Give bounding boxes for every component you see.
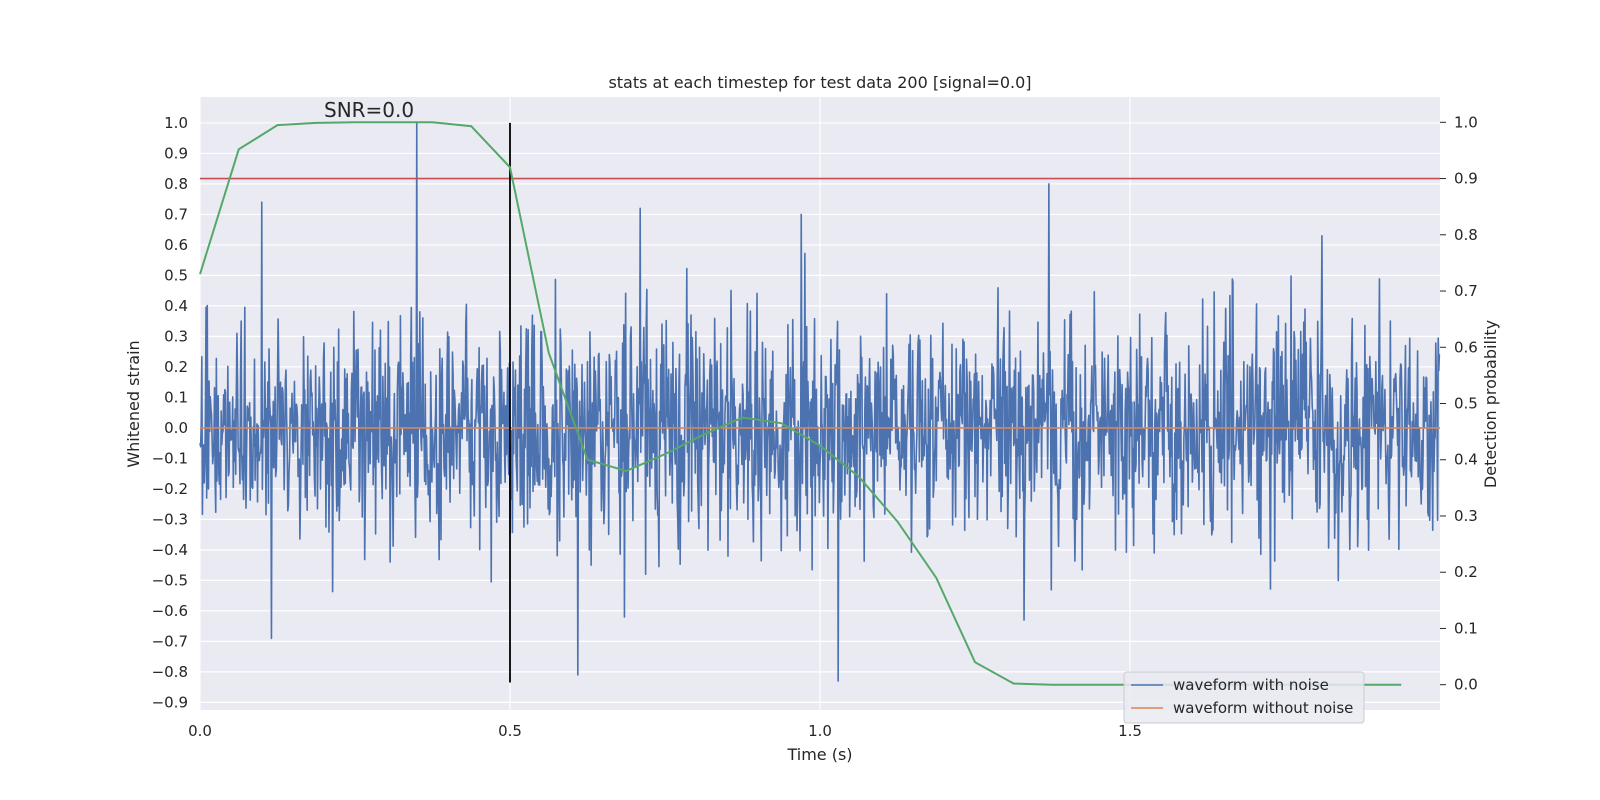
y-tick-label: −0.2 — [152, 480, 188, 498]
legend: waveform with noise waveform without noi… — [1123, 671, 1365, 724]
y2-tick-label: 0.9 — [1454, 170, 1478, 188]
x-tick-label: 1.5 — [1118, 722, 1142, 740]
series-waveform-with-noise — [199, 122, 1441, 682]
chart-title: stats at each timestep for test data 200… — [608, 73, 1031, 92]
snr-annotation: SNR=0.0 — [324, 98, 414, 122]
y-tick-label: −0.9 — [152, 693, 188, 711]
y-tick-labels: 1.0 0.9 0.8 0.7 0.6 0.5 0.4 0.3 0.2 0.1 0.0 −0.1 −0.… — [152, 114, 188, 711]
legend-box — [1123, 671, 1365, 724]
y-tick-label: 0.6 — [164, 236, 188, 254]
y-tick-label: −0.5 — [152, 571, 188, 589]
y-tick-label: 0.8 — [164, 175, 188, 193]
y2-tick-label: 0.7 — [1454, 282, 1478, 300]
y-tick-label: 0.2 — [164, 358, 188, 376]
y2-tick-label: 0.8 — [1454, 226, 1478, 244]
data-layer — [199, 121, 1441, 686]
y2-tick-label: 0.3 — [1454, 507, 1478, 525]
x-tick-labels: 0.0 0.5 1.0 1.5 — [188, 722, 1142, 740]
x-tick-label: 0.0 — [188, 722, 212, 740]
y-tick-label: −0.4 — [152, 541, 188, 559]
x-axis-label: Time (s) — [786, 745, 852, 764]
y2-tick-label: 0.2 — [1454, 563, 1478, 581]
y-tick-label: 0.1 — [164, 388, 188, 406]
legend-label-waveform-with-noise: waveform with noise — [1173, 676, 1329, 694]
y2-tick-label: 0.5 — [1454, 395, 1478, 413]
y-tick-label: −0.7 — [152, 632, 188, 650]
y-tick-label: 0.9 — [164, 144, 188, 162]
y2-axis-label: Detection probability — [1481, 320, 1500, 488]
y2-tick-labels: 1.0 0.9 0.8 0.7 0.6 0.5 0.4 0.3 0.2 0.1 0.0 — [1440, 113, 1478, 694]
y-tick-label: 0.0 — [164, 419, 188, 437]
y2-tick-label: 0.0 — [1454, 676, 1478, 694]
y-tick-label: 0.4 — [164, 297, 188, 315]
x-tick-label: 0.5 — [498, 722, 522, 740]
y-axis-label: Whitened strain — [124, 340, 143, 467]
y-tick-label: 1.0 — [164, 114, 188, 132]
y2-tick-label: 0.4 — [1454, 451, 1478, 469]
y-tick-label: 0.3 — [164, 327, 188, 345]
x-tick-label: 1.0 — [808, 722, 832, 740]
y-tick-label: −0.1 — [152, 449, 188, 467]
y-tick-label: −0.8 — [152, 663, 188, 681]
y-tick-label: 0.5 — [164, 266, 188, 284]
legend-label-waveform-without-noise: waveform without noise — [1173, 699, 1353, 717]
y-tick-label: 0.7 — [164, 205, 188, 223]
y-tick-label: −0.3 — [152, 510, 188, 528]
y-tick-label: −0.6 — [152, 602, 188, 620]
y2-tick-label: 0.6 — [1454, 338, 1478, 356]
y2-tick-label: 0.1 — [1454, 619, 1478, 637]
y2-tick-label: 1.0 — [1454, 113, 1478, 131]
